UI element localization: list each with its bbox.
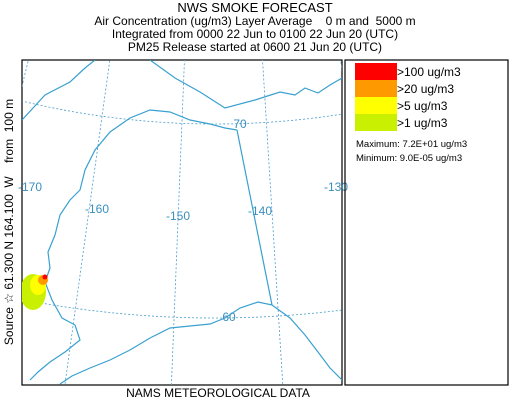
- subtitle: PM25 Release started at 0600 21 Jun 20 (…: [128, 40, 382, 54]
- legend: >100 ug/m3 >20 ug/m3 >5 ug/m3 >1 ug/m3: [355, 63, 461, 131]
- legend-label: >5 ug/m3: [397, 99, 448, 113]
- legend-label: >20 ug/m3: [397, 82, 454, 96]
- legend-swatch: [355, 114, 397, 131]
- title: NWS SMOKE FORECAST: [177, 0, 332, 15]
- legend-swatch: [355, 80, 397, 97]
- subtitle: Integrated from 0000 22 Jun to 0100 22 J…: [112, 27, 398, 41]
- longitude-label: -130: [324, 180, 348, 194]
- longitude-label: -150: [166, 209, 190, 223]
- coastline: [22, 60, 342, 385]
- subtitle: Air Concentration (ug/m3) Layer Average …: [94, 14, 415, 28]
- legend-swatch: [355, 63, 397, 80]
- smoke-area: [42, 274, 48, 280]
- minimum: Minimum: 9.0E-05 ug/m3: [356, 153, 462, 164]
- legend-label: >1 ug/m3: [397, 116, 448, 130]
- legend-frame: [344, 59, 509, 386]
- footer: NAMS METEOROLOGICAL DATA: [126, 386, 310, 400]
- longitude-label: -170: [18, 180, 42, 194]
- legend-label: >100 ug/m3: [397, 65, 461, 79]
- map-frame: [21, 59, 343, 386]
- latitude-label: 70: [233, 117, 247, 131]
- longitude-label: -160: [85, 202, 109, 216]
- legend-swatch: [355, 97, 397, 114]
- latitude-label: 60: [222, 310, 236, 324]
- longitude-label: -140: [248, 204, 272, 218]
- maximum: Maximum: 7.2E+01 ug/m3: [356, 139, 467, 150]
- source-label: Source ☆ 61.300 N 164.100 W from 100 m: [2, 99, 16, 345]
